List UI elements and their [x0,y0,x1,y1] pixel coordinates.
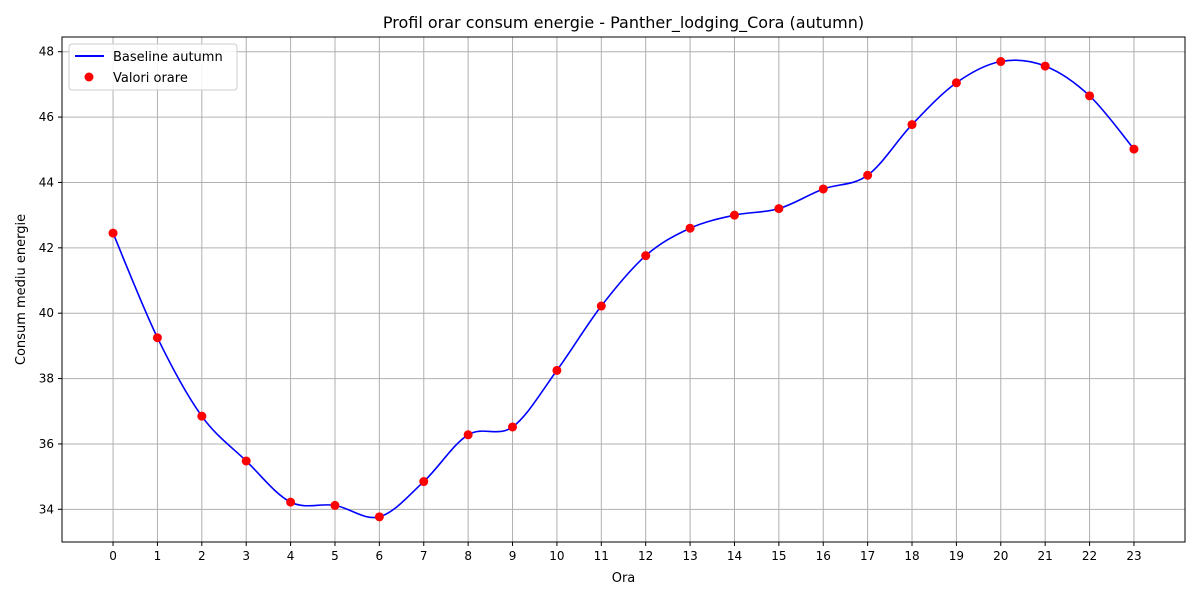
x-tick-label: 20 [993,549,1008,563]
data-point [1129,144,1139,154]
x-tick-label: 14 [727,549,742,563]
legend-label-points: Valori orare [113,71,188,86]
x-tick-label: 12 [638,549,653,563]
x-tick-label: 17 [860,549,875,563]
x-tick-label: 10 [549,549,564,563]
y-tick-label: 46 [39,110,54,124]
series-line-baseline [112,59,1135,519]
data-point [596,301,606,311]
x-tick-label: 16 [816,549,831,563]
y-tick-label: 38 [39,372,54,386]
y-axis-ticks: 34 36 38 40 42 44 46 48 [39,45,62,516]
x-tick-label: 13 [682,549,697,563]
x-tick-label: 3 [242,549,250,563]
data-point [330,500,340,510]
y-tick-label: 36 [39,437,54,451]
x-tick-label: 6 [376,549,384,563]
data-point [951,78,961,88]
data-point [641,251,651,261]
data-point [197,411,207,421]
x-tick-label: 18 [904,549,919,563]
x-tick-label: 21 [1038,549,1053,563]
x-tick-label: 1 [154,549,162,563]
y-tick-label: 40 [39,306,54,320]
y-axis-title: Consum mediu energie [14,214,29,365]
data-point [419,477,429,487]
data-point [286,497,296,507]
data-point [818,184,828,194]
data-point [685,223,695,233]
x-tick-label: 15 [771,549,786,563]
y-tick-label: 42 [39,241,54,255]
y-tick-label: 48 [39,45,54,59]
data-point [241,456,251,466]
x-tick-label: 22 [1082,549,1097,563]
data-point [774,204,784,214]
legend-label-baseline: Baseline autumn [113,50,223,65]
data-point [374,512,384,522]
x-tick-label: 23 [1126,549,1141,563]
x-tick-label: 4 [287,549,295,563]
legend-box [68,43,238,91]
chart-title: Profil orar consum energie - Panther_lod… [383,13,864,33]
data-point [996,57,1006,67]
y-tick-label: 34 [39,502,54,516]
x-axis-ticks: 0 1 2 3 4 5 6 7 8 9 10 11 12 13 14 15 16 17 18 19 20 21 22 23 [109,542,1142,563]
x-tick-label: 7 [420,549,428,563]
plot-frame [61,36,1186,543]
data-point [729,210,739,220]
data-point [1040,61,1050,71]
x-tick-label: 2 [198,549,206,563]
x-tick-label: 0 [109,549,117,563]
data-point [1085,91,1095,101]
x-tick-label: 11 [594,549,609,563]
data-point [907,120,917,130]
x-axis-title: Ora [612,571,636,586]
data-point [463,430,473,440]
x-tick-label: 9 [509,549,517,563]
grid [62,37,1185,542]
series-points-layer [108,57,1139,522]
data-point [863,170,873,180]
x-tick-label: 8 [464,549,472,563]
series-line-layer [112,59,1135,519]
data-point [508,422,518,432]
legend-point-marker [84,72,94,82]
data-point [108,228,118,238]
legend: Baseline autumn Valori orare [68,43,238,91]
y-tick-label: 44 [39,175,54,189]
data-point [152,333,162,343]
x-tick-label: 5 [331,549,339,563]
data-point [552,365,562,375]
x-tick-label: 19 [949,549,964,563]
